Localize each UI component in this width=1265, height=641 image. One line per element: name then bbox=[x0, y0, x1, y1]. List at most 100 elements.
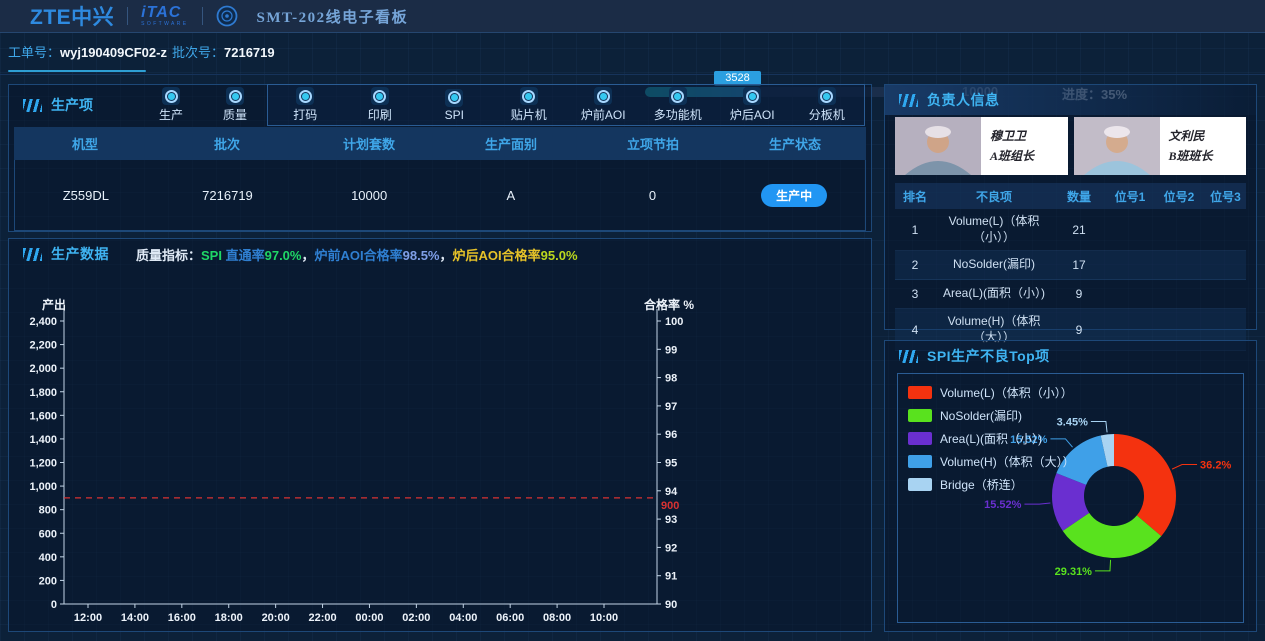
donut-percent-label: 3.45% bbox=[1057, 416, 1088, 428]
right-axis-tick: 98 bbox=[665, 373, 677, 385]
x-axis-tick: 12:00 bbox=[74, 612, 102, 624]
operator-photo bbox=[1073, 117, 1160, 175]
production-items-row: 生产项 生产 质量 打码 印刷 SPI 贴片机 炉前AOI 多功能机 炉后AOI 分板机 bbox=[9, 84, 871, 126]
divider bbox=[201, 7, 203, 25]
defect-table-header: 排名 不良项 数量 位号1 位号2 位号3 bbox=[895, 183, 1246, 209]
left-axis-title: 产出 bbox=[42, 297, 66, 312]
owner-name-card: 穆卫卫 A班组长 bbox=[981, 117, 1068, 175]
order-col-header: 机型 bbox=[71, 137, 98, 152]
process-radio-分板机[interactable]: 分板机 bbox=[795, 87, 859, 123]
production-data-panel: 生产数据 质量指标：SPI 直通率97.0%，炉前AOI合格率98.5%，炉后A… bbox=[8, 238, 872, 632]
active-tab-underline bbox=[8, 70, 146, 72]
order-col-header: 立项节拍 bbox=[626, 137, 679, 152]
left-axis-tick: 1,000 bbox=[29, 481, 57, 493]
defect-rank: 4 bbox=[911, 322, 919, 337]
radio-icon bbox=[817, 87, 836, 105]
donut-percent-label: 36.2% bbox=[1200, 459, 1231, 471]
right-axis-tick: 100 bbox=[665, 316, 683, 328]
donut-slice bbox=[1114, 434, 1176, 537]
radio-icon bbox=[370, 87, 389, 105]
quality-values: SPI 直通率97.0%，炉前AOI合格率98.5%，炉后AOI合格率95.0% bbox=[201, 248, 578, 263]
process-radio-生产[interactable]: 生产 bbox=[139, 87, 203, 123]
radio-dot-icon bbox=[671, 89, 685, 103]
x-axis-tick: 20:00 bbox=[262, 612, 290, 624]
radio-label: 多功能机 bbox=[653, 108, 702, 122]
slashes-icon bbox=[899, 349, 918, 363]
left-axis-tick: 2,200 bbox=[29, 340, 57, 352]
progress-current-badge: 3528 bbox=[714, 71, 761, 86]
process-radio-炉后AOI[interactable]: 炉后AOI bbox=[720, 87, 784, 123]
radio-label: 炉前AOI bbox=[580, 108, 626, 122]
panel-title: 生产项 bbox=[51, 97, 93, 113]
defect-col-header: 不良项 bbox=[975, 189, 1012, 204]
donut-slice bbox=[1100, 434, 1114, 467]
quality-label: 质量指标： bbox=[136, 247, 202, 263]
right-axis-tick: 95 bbox=[665, 458, 677, 470]
defect-qty: 9 bbox=[1075, 322, 1083, 337]
x-axis-tick: 06:00 bbox=[496, 612, 524, 624]
batch-label: 批次号： bbox=[172, 45, 225, 60]
right-axis-tick: 99 bbox=[665, 344, 677, 356]
order-cell-status: 生产中 bbox=[723, 183, 865, 207]
process-radio-打码[interactable]: 打码 bbox=[273, 87, 337, 123]
left-axis-tick: 1,200 bbox=[29, 458, 57, 470]
work-order-info-bar: 工单号：wyj190409CF02-z 批次号：7216719 3528 100… bbox=[0, 33, 1265, 102]
right-axis-tick: 96 bbox=[665, 429, 677, 441]
x-axis-tick: 22:00 bbox=[308, 612, 336, 624]
slashes-icon bbox=[23, 247, 42, 261]
order-col-header: 生产面别 bbox=[484, 137, 537, 152]
defect-qty: 9 bbox=[1075, 287, 1083, 302]
radio-dot-icon bbox=[522, 89, 536, 103]
radio-dot-icon bbox=[298, 89, 312, 103]
process-radio-SPI[interactable]: SPI bbox=[422, 88, 486, 122]
process-radio-多功能机[interactable]: 多功能机 bbox=[646, 87, 710, 123]
right-axis-tick: 92 bbox=[665, 542, 677, 554]
work-order-value: wyj190409CF02-z bbox=[60, 45, 167, 60]
left-axis-tick: 2,000 bbox=[29, 363, 57, 375]
owner-name-card: 文利民 B班班长 bbox=[1159, 117, 1246, 175]
defect-table: 排名 不良项 数量 位号1 位号2 位号3 1 Volume(L)（体积（小）） 21 2 NoS… bbox=[895, 183, 1246, 352]
defect-name: NoSolder(漏印) bbox=[952, 257, 1036, 272]
operator-photo bbox=[895, 117, 981, 175]
process-radio-印刷[interactable]: 印刷 bbox=[348, 87, 412, 123]
left-axis-tick: 800 bbox=[39, 505, 57, 517]
process-radio-贴片机[interactable]: 贴片机 bbox=[497, 87, 561, 123]
right-axis-tick: 93 bbox=[665, 514, 677, 526]
defect-rank: 3 bbox=[911, 287, 919, 302]
owner-info-panel: 负责人信息 穆卫卫 A班组长 文利民 B班班长 bbox=[884, 84, 1257, 352]
process-radio-炉前AOI[interactable]: 炉前AOI bbox=[571, 87, 635, 123]
quality-segment: 直通率 bbox=[225, 247, 265, 263]
work-order-field: 工单号：wyj190409CF02-z bbox=[8, 33, 167, 73]
quality-segment: 炉前AOI合格率 bbox=[314, 247, 403, 263]
defect-col-header: 排名 bbox=[902, 189, 927, 204]
order-cell: 10000 bbox=[351, 187, 388, 203]
defect-table-body: 1 Volume(L)（体积（小）） 21 2 NoSolder(漏印) 17 3 Area(… bbox=[895, 209, 1246, 352]
defect-name: Volume(L)（体积（小）） bbox=[948, 214, 1040, 244]
quality-metrics: 质量指标：SPI 直通率97.0%，炉前AOI合格率98.5%，炉后AOI合格率… bbox=[136, 245, 578, 264]
x-axis-tick: 10:00 bbox=[590, 612, 618, 624]
owner-role: A班组长 bbox=[990, 149, 1035, 164]
top-header-bar: ZTE中兴 iTAC SOFTWARE SMT-202线电子看板 bbox=[0, 0, 1265, 33]
zte-logo: ZTE中兴 bbox=[30, 6, 115, 29]
defect-rank: 1 bbox=[911, 222, 919, 237]
order-table-header: 机型 批次 计划套数 生产面别 立项节拍 生产状态 bbox=[14, 127, 866, 160]
radio-icon bbox=[296, 87, 315, 105]
x-axis-tick: 08:00 bbox=[543, 612, 571, 624]
donut-percent-label: 15.52% bbox=[984, 499, 1022, 511]
defect-qty: 17 bbox=[1072, 258, 1086, 273]
dashboard-title: SMT-202线电子看板 bbox=[256, 9, 409, 26]
left-axis-tick: 1,800 bbox=[29, 387, 57, 399]
x-axis-tick: 00:00 bbox=[355, 612, 383, 624]
x-axis-tick: 04:00 bbox=[449, 612, 477, 624]
panel-header: 负责人信息 bbox=[885, 85, 1256, 115]
radio-dot-icon bbox=[820, 89, 834, 103]
defect-name: Area(L)(面积（小）) bbox=[942, 286, 1045, 301]
radio-icon bbox=[445, 88, 464, 107]
donut-slice bbox=[1056, 435, 1108, 485]
owner-name: 穆卫卫 bbox=[990, 129, 1027, 143]
spi-top-defects-panel: SPI生产不良Top项 Volume(L)（体积（小）） NoSolder(漏印)… bbox=[884, 340, 1257, 632]
order-cell: 0 bbox=[648, 187, 657, 203]
left-axis-tick: 400 bbox=[39, 552, 57, 564]
process-radio-质量[interactable]: 质量 bbox=[203, 87, 267, 123]
order-col-header: 批次 bbox=[213, 137, 240, 152]
